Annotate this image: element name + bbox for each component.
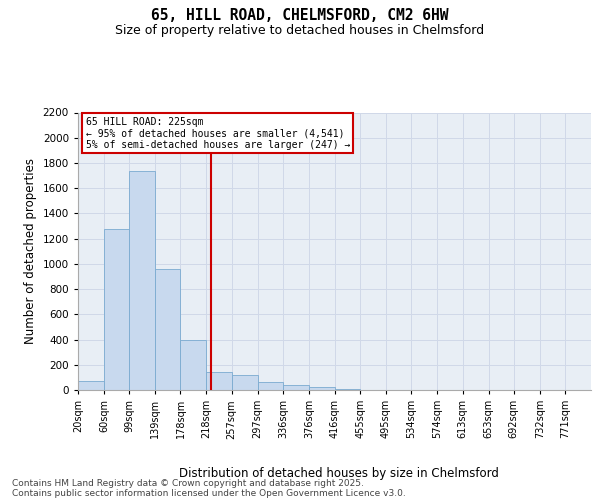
Y-axis label: Number of detached properties: Number of detached properties [24, 158, 37, 344]
Bar [155, 269, 181, 390]
Bar [283, 385, 309, 390]
Text: Contains public sector information licensed under the Open Government Licence v3: Contains public sector information licen… [12, 489, 406, 498]
Bar [78, 380, 104, 390]
Bar [232, 375, 257, 390]
Bar [104, 228, 129, 390]
Text: Size of property relative to detached houses in Chelmsford: Size of property relative to detached ho… [115, 24, 485, 37]
Bar [129, 170, 155, 390]
Bar [206, 372, 232, 390]
Bar [181, 340, 206, 390]
Bar [257, 382, 283, 390]
Text: 65, HILL ROAD, CHELMSFORD, CM2 6HW: 65, HILL ROAD, CHELMSFORD, CM2 6HW [151, 8, 449, 22]
Bar [309, 387, 335, 390]
Text: 65 HILL ROAD: 225sqm
← 95% of detached houses are smaller (4,541)
5% of semi-det: 65 HILL ROAD: 225sqm ← 95% of detached h… [86, 116, 350, 150]
Text: Contains HM Land Registry data © Crown copyright and database right 2025.: Contains HM Land Registry data © Crown c… [12, 479, 364, 488]
Text: Distribution of detached houses by size in Chelmsford: Distribution of detached houses by size … [179, 468, 499, 480]
